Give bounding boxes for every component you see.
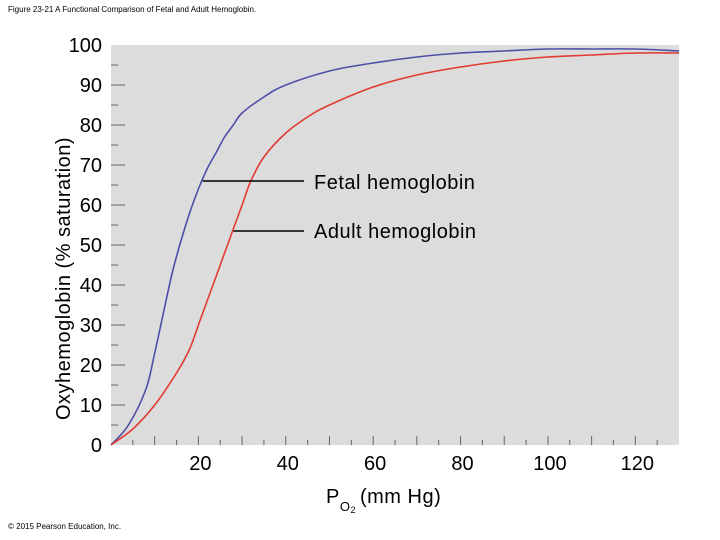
x-axis-title-subscript-o: O bbox=[340, 499, 351, 514]
y-tick-label: 40 bbox=[80, 275, 102, 297]
x-minor-ticks bbox=[132, 436, 658, 445]
y-tick-label: 90 bbox=[80, 75, 102, 97]
y-tick-labels: 0 10 20 30 40 50 60 70 80 90 100 bbox=[69, 35, 102, 457]
x-tick-label: 100 bbox=[533, 453, 566, 475]
y-tick-label: 80 bbox=[80, 115, 102, 137]
x-tick-label: 20 bbox=[189, 453, 211, 475]
y-tick-label: 30 bbox=[80, 315, 102, 337]
x-axis-title: PO2 (mm Hg) bbox=[326, 486, 441, 515]
annotation-leaders bbox=[202, 180, 304, 232]
y-tick-label: 10 bbox=[80, 395, 102, 417]
figure-caption: Figure 23-21 A Functional Comparison of … bbox=[8, 5, 257, 14]
series-line-adult bbox=[110, 52, 680, 446]
x-axis-title-p: P bbox=[326, 486, 340, 508]
y-tick-label: 70 bbox=[80, 155, 102, 177]
y-minor-ticks bbox=[111, 64, 125, 426]
y-axis-title: Oxyhemoglobin (% saturation) bbox=[53, 137, 75, 420]
x-tick-label: 40 bbox=[277, 453, 299, 475]
x-tick-label: 80 bbox=[451, 453, 473, 475]
annotation-fetal: Fetal hemoglobin bbox=[314, 172, 475, 194]
x-axis-title-subscript-2: 2 bbox=[350, 505, 356, 515]
plot-area bbox=[111, 45, 679, 445]
x-axis-title-units: (mm Hg) bbox=[360, 486, 441, 508]
y-tick-label: 20 bbox=[80, 355, 102, 377]
copyright-notice: © 2015 Pearson Education, Inc. bbox=[8, 522, 122, 531]
x-tick-label: 60 bbox=[364, 453, 386, 475]
x-tick-labels: 20 40 60 80 100 120 bbox=[189, 453, 654, 475]
x-tick-label: 120 bbox=[621, 453, 654, 475]
y-tick-label: 60 bbox=[80, 195, 102, 217]
y-tick-label: 0 bbox=[91, 435, 102, 457]
series-line-fetal bbox=[110, 48, 680, 446]
series-lines bbox=[110, 48, 680, 446]
y-tick-label: 100 bbox=[69, 35, 102, 57]
annotation-adult: Adult hemoglobin bbox=[314, 221, 477, 243]
y-tick-label: 50 bbox=[80, 235, 102, 257]
